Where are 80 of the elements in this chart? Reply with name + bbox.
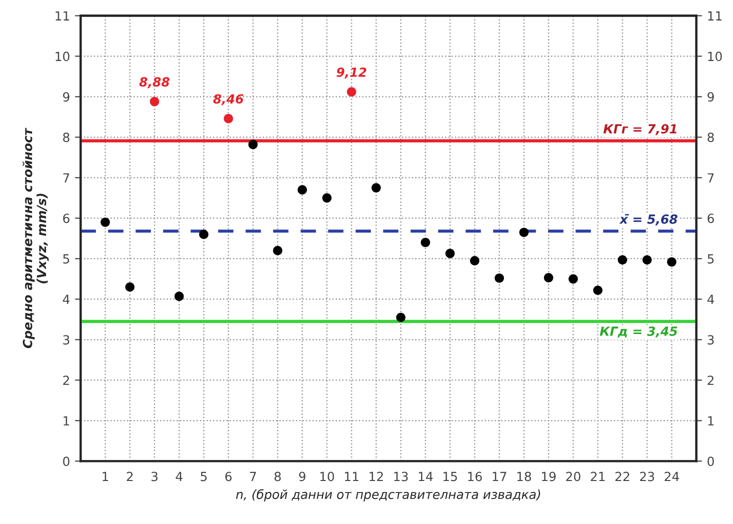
data-label: 8,46	[213, 94, 244, 106]
point	[568, 274, 578, 284]
x-tick-label: 16	[468, 472, 482, 482]
point	[544, 273, 554, 282]
point	[667, 257, 676, 267]
x-tick-label: 4	[176, 472, 182, 482]
y2-tick-label: 9	[708, 92, 714, 102]
y-tick-label: 3	[63, 335, 70, 345]
x-tick-label: 2	[126, 472, 133, 482]
x-tick-label: 22	[615, 472, 630, 482]
point	[372, 183, 381, 192]
y-tick-label: 5	[63, 254, 70, 264]
x-tick-label: 23	[640, 472, 654, 482]
y-tick-label: 0	[63, 456, 70, 466]
x-tick-label: 10	[320, 472, 334, 482]
point	[174, 292, 184, 301]
x-tick-label: 6	[225, 472, 232, 482]
y2-tick-label: 6	[708, 214, 714, 224]
x-tick-label: 24	[664, 472, 679, 482]
x-tick-label: 3	[151, 472, 158, 482]
point	[224, 114, 234, 124]
y-tick-label: 10	[56, 52, 70, 62]
point	[420, 238, 430, 248]
y-tick-label: 2	[63, 376, 69, 385]
point	[273, 246, 282, 256]
x-tick-label: 21	[590, 472, 605, 482]
y2-tick-label: 4	[707, 294, 714, 304]
point	[125, 282, 135, 292]
y-axis-title: Средно аритметична стойност (Vxyz, mm/s)	[22, 128, 49, 348]
x-tick-label: 11	[344, 472, 358, 482]
x-tick-label: 7	[250, 472, 256, 482]
y-tick-label: 8	[63, 132, 70, 142]
point	[346, 87, 356, 96]
x-tick-label: 19	[542, 472, 556, 482]
x-tick-label: 20	[566, 472, 580, 482]
y-tick-label: 1	[64, 416, 70, 426]
x-tick-label: 15	[443, 472, 457, 482]
y2-tick-label: 11	[708, 11, 722, 20]
x-axis-title: n, (брой данни от представителната извадка)	[236, 489, 540, 502]
point	[150, 96, 160, 106]
x-tick-label: 1	[102, 472, 108, 482]
data-label: 8,88	[139, 77, 170, 88]
x-tick-label: 12	[370, 472, 383, 482]
y2-tick-label: 10	[708, 52, 722, 62]
point	[470, 256, 480, 266]
y2-tick-label: 2	[708, 376, 714, 385]
point	[248, 140, 258, 150]
point	[642, 255, 652, 265]
y-tick-label: 11	[56, 11, 70, 20]
point	[494, 273, 504, 283]
y-tick-label: 9	[63, 92, 70, 102]
point	[593, 286, 602, 295]
x-tick-label: 9	[299, 472, 306, 482]
ref-line-label: КГг = 7,91	[603, 124, 676, 136]
x-tick-label: 14	[418, 472, 433, 482]
point	[519, 228, 529, 238]
x-tick-label: 5	[200, 472, 207, 482]
y2-tick-label: 3	[708, 335, 714, 345]
y2-tick-label: 0	[708, 456, 714, 466]
point	[396, 312, 406, 322]
point	[618, 255, 628, 265]
y2-tick-label: 8	[708, 132, 714, 142]
ref-line-label: x̄ = 5,68	[619, 214, 678, 226]
x-tick-label: 13	[394, 472, 408, 482]
y2-tick-label: 1	[708, 416, 714, 426]
x-tick-label: 17	[492, 472, 506, 482]
x-tick-label: 8	[274, 472, 281, 482]
y2-tick-label: 7	[708, 173, 714, 182]
point	[322, 193, 332, 203]
y-tick-label: 6	[63, 214, 70, 224]
point	[298, 185, 307, 194]
point	[100, 218, 110, 227]
ref-line-label: КГд = 3,45	[600, 326, 678, 338]
x-tick-label: 18	[517, 472, 532, 482]
point	[445, 248, 455, 258]
y2-tick-label: 5	[708, 254, 714, 264]
y-tick-label: 7	[63, 173, 70, 182]
data-label: 9,12	[336, 67, 366, 79]
y-tick-label: 4	[62, 294, 70, 304]
point	[199, 230, 208, 240]
